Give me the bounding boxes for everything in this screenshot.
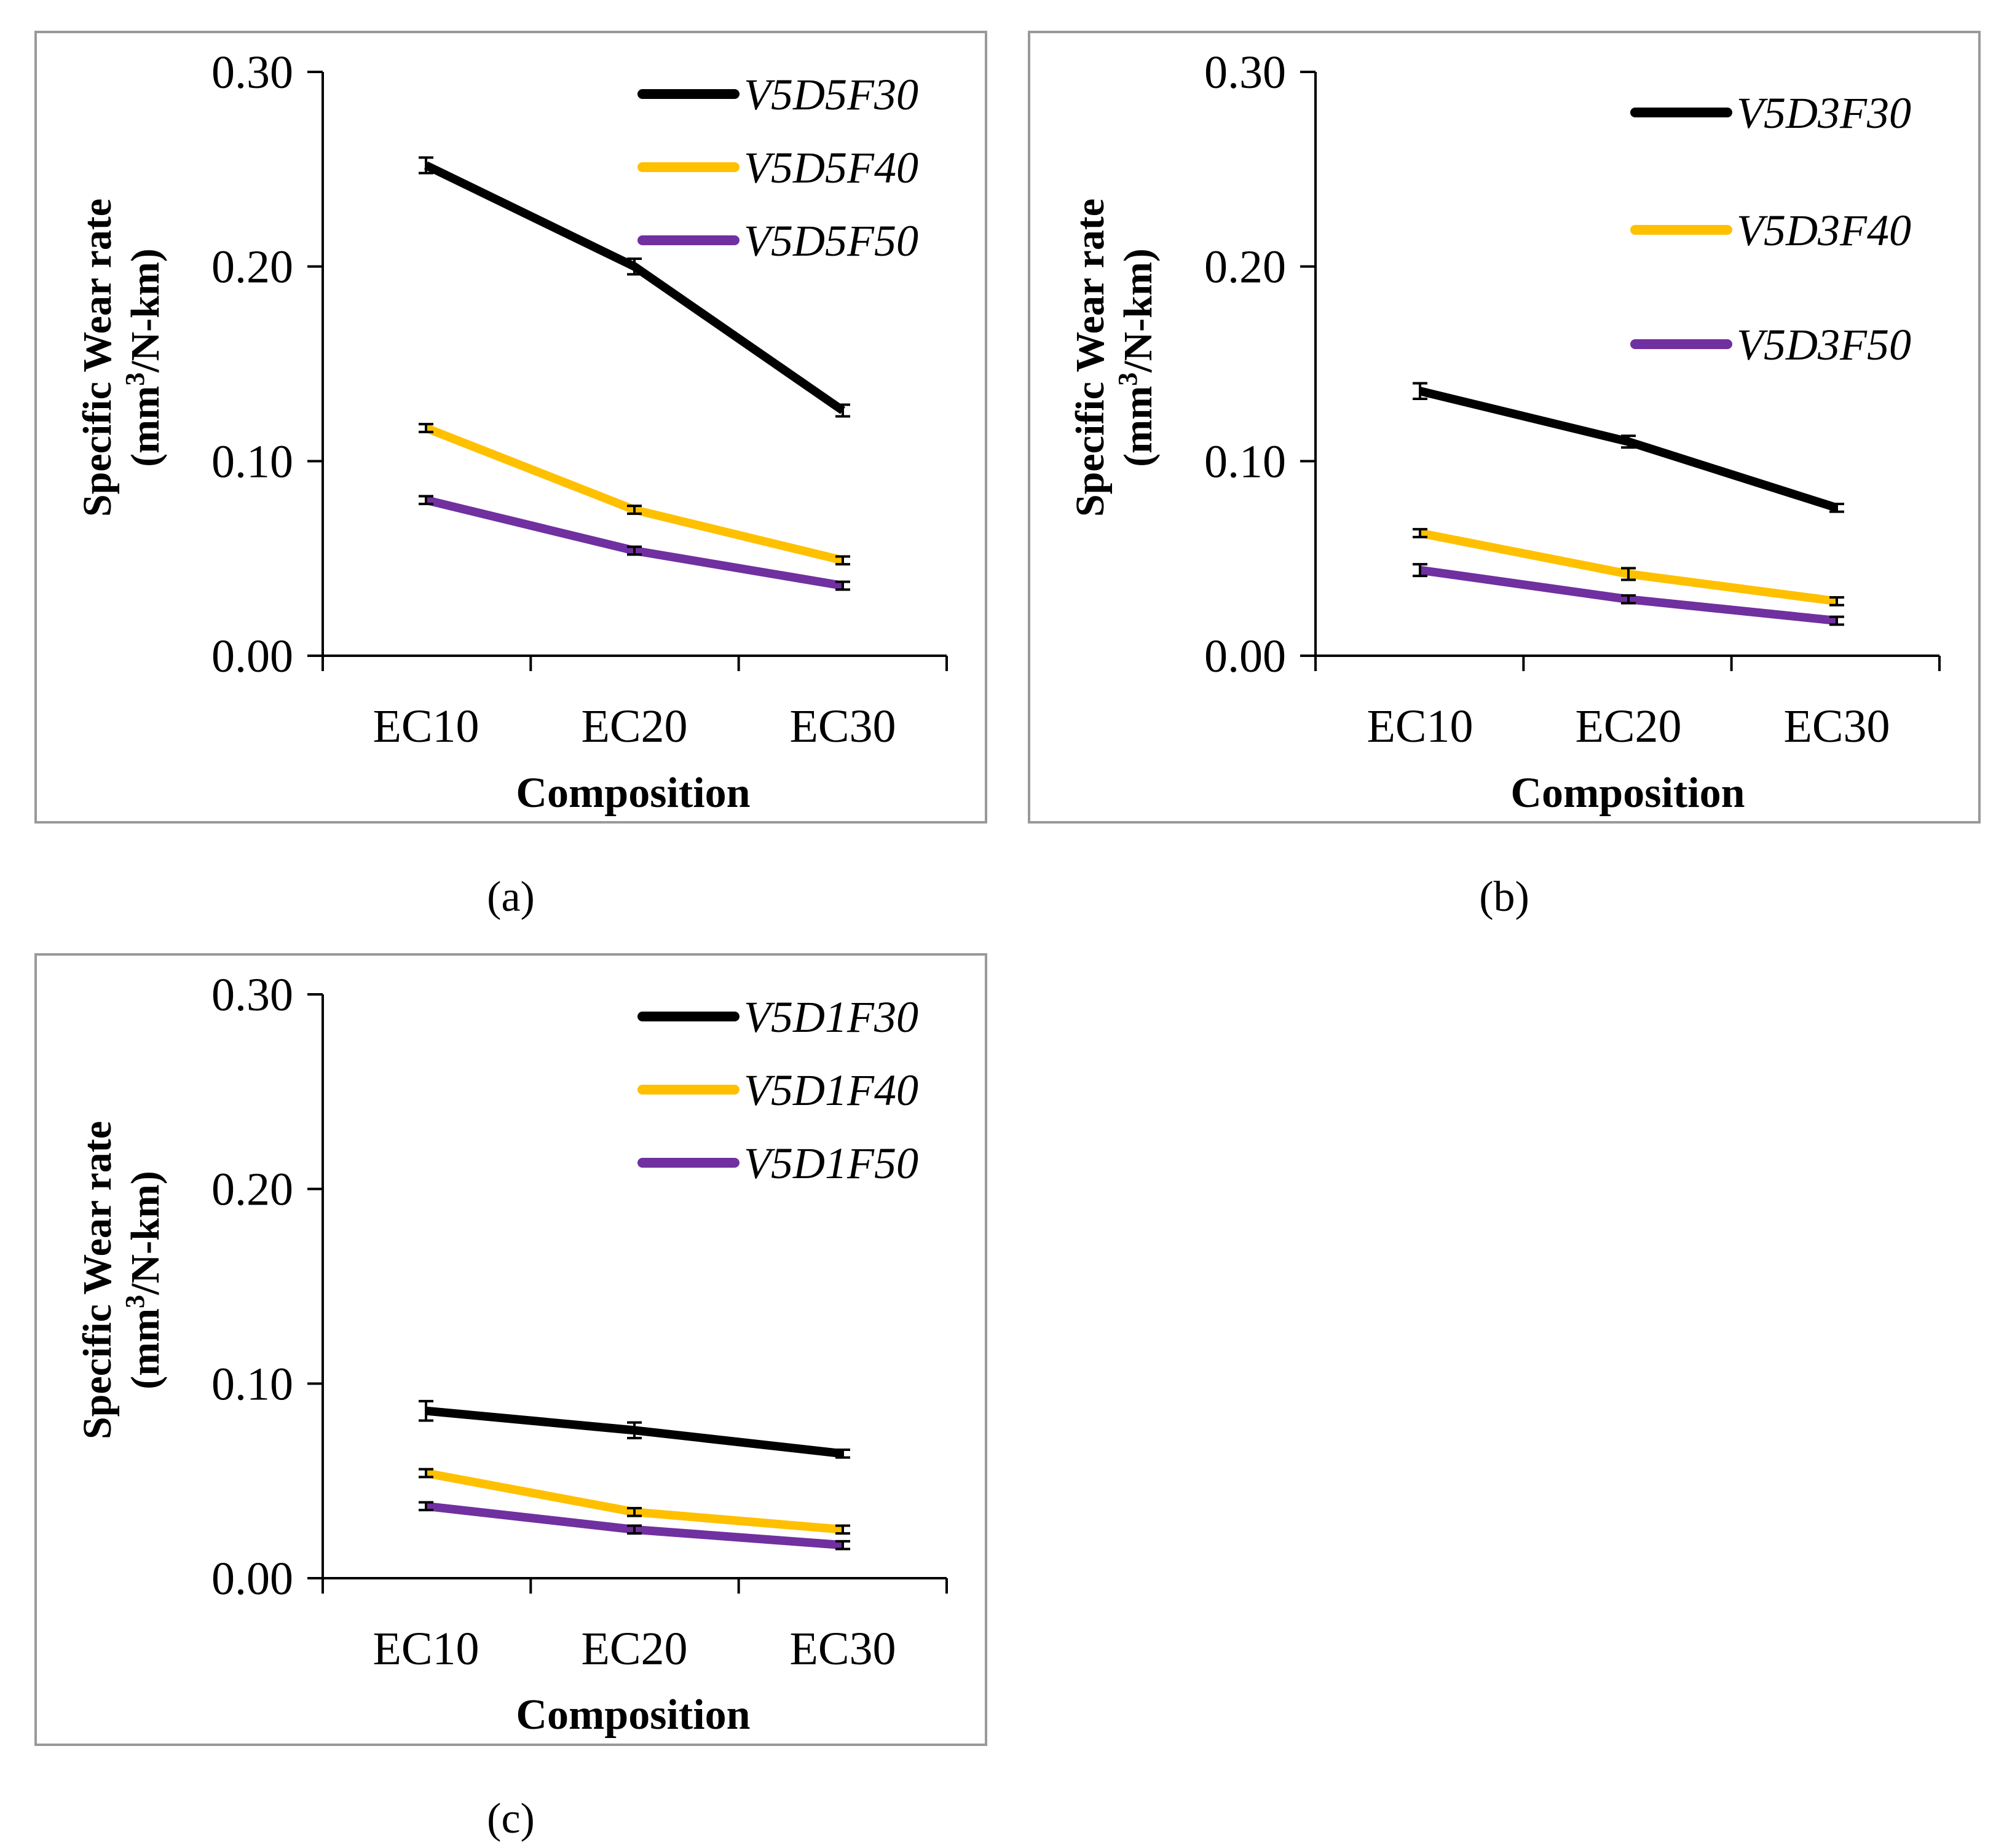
y-tick-label: 0.10 xyxy=(211,436,293,487)
panel-b-frame xyxy=(1028,31,1981,824)
y-tick-label: 0.10 xyxy=(211,1358,293,1410)
x-tick-label: EC30 xyxy=(1783,701,1890,752)
y-tick-label: 0.00 xyxy=(1204,631,1286,682)
y-axis-label-line2: (mm3/N-km) xyxy=(120,248,168,467)
legend-label: V5D5F50 xyxy=(744,216,918,265)
legend-label: V5D1F40 xyxy=(744,1066,918,1115)
x-tick-label: EC10 xyxy=(373,1623,479,1675)
legend-entry: V5D3F30 xyxy=(1630,88,1911,138)
y-axis-label: Specific Wear rate (mm3/N-km) xyxy=(1068,199,1161,517)
plot-area: 0.00 0.10 0.20 0.30 EC10 EC20 EC30 V5D3F30 V5D3F… xyxy=(1204,47,1941,752)
x-tick-label: EC10 xyxy=(1367,701,1473,752)
y-tick-label: 0.20 xyxy=(211,242,293,293)
x-tick-label: EC30 xyxy=(789,1623,896,1675)
y-tick-label: 0.00 xyxy=(211,631,293,682)
y-tick-label: 0.00 xyxy=(211,1553,293,1605)
panel-a-frame xyxy=(34,31,987,824)
legend-label: V5D3F50 xyxy=(1737,320,1911,369)
y-tick-label: 0.30 xyxy=(211,47,293,98)
legend-entry: V5D1F50 xyxy=(637,1139,918,1188)
legend-entry: V5D3F50 xyxy=(1630,320,1911,369)
y-axis-label: Specific Wear rate (mm3/N-km) xyxy=(75,1121,168,1439)
y-tick-label: 0.30 xyxy=(1204,47,1286,98)
y-axis-label-line1: Specific Wear rate xyxy=(75,199,120,517)
panel-a-caption: (a) xyxy=(487,873,535,921)
x-tick-label: EC10 xyxy=(373,701,479,752)
plot-area: 0.00 0.10 0.20 0.30 EC10 EC20 EC30 V5D5F30 V5D5F… xyxy=(211,47,948,752)
y-tick-label: 0.20 xyxy=(211,1164,293,1216)
y-axis-label-line1: Specific Wear rate xyxy=(75,1121,120,1439)
panel-c: Specific Wear rate (mm3/N-km) Compositio… xyxy=(34,953,987,1746)
legend-label: V5D3F30 xyxy=(1737,88,1911,138)
panel-b: Specific Wear rate (mm3/N-km) Compositio… xyxy=(1028,31,1981,824)
legend-label: V5D1F30 xyxy=(744,993,918,1042)
y-axis-label-line2: (mm3/N-km) xyxy=(1113,248,1161,467)
legend-entry: V5D5F40 xyxy=(637,143,918,192)
panel-c-caption: (c) xyxy=(487,1795,535,1842)
x-tick-label: EC20 xyxy=(1575,701,1681,752)
x-axis-label: Composition xyxy=(1510,769,1745,817)
plot-area: 0.00 0.10 0.20 0.30 EC10 EC20 EC30 V5D1F30 V5D1F… xyxy=(211,969,948,1675)
legend-entry: V5D3F40 xyxy=(1630,206,1911,255)
y-tick-label: 0.30 xyxy=(211,969,293,1021)
legend-entry: V5D1F40 xyxy=(637,1066,918,1115)
legend-label: V5D3F40 xyxy=(1737,206,1911,255)
x-axis-label: Composition xyxy=(516,769,750,817)
legend-entry: V5D5F50 xyxy=(637,216,918,265)
legend-label: V5D5F40 xyxy=(744,143,918,192)
y-axis-label-line2: (mm3/N-km) xyxy=(120,1171,168,1390)
legend-label: V5D5F30 xyxy=(744,70,918,119)
y-axis-label-line1: Specific Wear rate xyxy=(1068,199,1113,517)
y-tick-label: 0.20 xyxy=(1204,242,1286,293)
legend-label: V5D1F50 xyxy=(744,1139,918,1188)
y-tick-label: 0.10 xyxy=(1204,436,1286,487)
panel-b-caption: (b) xyxy=(1479,873,1529,921)
x-axis-label: Composition xyxy=(516,1691,750,1739)
x-tick-label: EC30 xyxy=(789,701,896,752)
x-tick-label: EC20 xyxy=(581,701,687,752)
legend-entry: V5D1F30 xyxy=(637,993,918,1042)
panel-c-frame xyxy=(34,953,987,1746)
y-axis-label: Specific Wear rate (mm3/N-km) xyxy=(75,199,168,517)
x-tick-label: EC20 xyxy=(581,1623,687,1675)
legend-entry: V5D5F30 xyxy=(637,70,918,119)
panel-a: Specific Wear rate (mm3/N-km) Compositio… xyxy=(34,31,987,824)
